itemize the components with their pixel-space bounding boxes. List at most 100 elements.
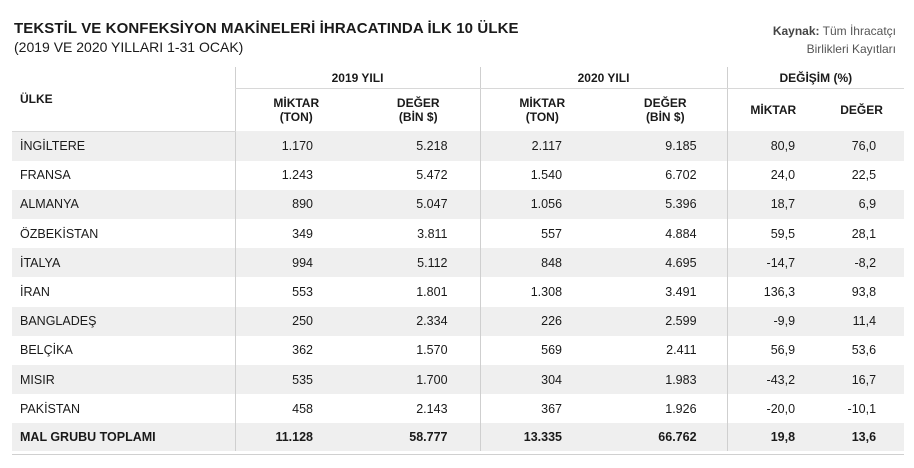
deger-2020-cell: 1.926 bbox=[604, 394, 728, 424]
col-header-deger-2019: DEĞER (BİN $) bbox=[396, 96, 440, 124]
change-deger-cell: 93,8 bbox=[819, 277, 905, 307]
country-cell: BELÇİKA bbox=[12, 335, 235, 365]
country-cell: İNGİLTERE bbox=[12, 131, 235, 161]
table-row: BELÇİKA 362 1.570 569 2.411 56,9 53,6 bbox=[12, 335, 905, 365]
country-cell: İTALYA bbox=[12, 248, 235, 278]
deger-2019-cell: 2.143 bbox=[357, 394, 481, 424]
deger-2020-cell: 3.491 bbox=[604, 277, 728, 307]
page-subtitle: (2019 VE 2020 YILLARI 1-31 OCAK) bbox=[14, 39, 244, 55]
change-deger-cell: 22,5 bbox=[819, 160, 905, 190]
miktar-2019-cell: 362 bbox=[234, 335, 357, 365]
miktar-2020-cell: 848 bbox=[479, 248, 605, 278]
change-miktar-cell: 80,9 bbox=[726, 131, 820, 161]
miktar-2019-cell: 1.243 bbox=[234, 160, 357, 190]
change-miktar-cell: 56,9 bbox=[726, 335, 820, 365]
group-header-2020: 2020 YILI bbox=[479, 67, 728, 89]
change-miktar-cell: 59,5 bbox=[726, 219, 820, 249]
total-deger-2020: 66.762 bbox=[604, 423, 728, 452]
total-deger-2019: 58.777 bbox=[357, 423, 481, 452]
miktar-2019-cell: 458 bbox=[234, 394, 357, 424]
country-cell: FRANSA bbox=[12, 160, 235, 190]
country-cell: ALMANYA bbox=[12, 189, 235, 220]
miktar-2020-cell: 1.308 bbox=[479, 277, 605, 307]
change-deger-cell: -10,1 bbox=[819, 394, 905, 424]
deger-2019-cell: 2.334 bbox=[357, 306, 481, 336]
col-header-deger-change: DEĞER bbox=[840, 103, 883, 117]
col-header-deger-2020: DEĞER (BİN $) bbox=[643, 96, 687, 124]
change-deger-cell: 16,7 bbox=[819, 365, 905, 395]
miktar-2019-cell: 349 bbox=[234, 219, 357, 249]
change-deger-cell: -8,2 bbox=[819, 248, 905, 278]
deger-2019-cell: 1.700 bbox=[357, 365, 481, 395]
miktar-2020-cell: 569 bbox=[479, 335, 605, 365]
change-deger-cell: 76,0 bbox=[819, 131, 905, 161]
total-label: MAL GRUBU TOPLAMI bbox=[12, 423, 235, 452]
table-row: PAKİSTAN 458 2.143 367 1.926 -20,0 -10,1 bbox=[12, 394, 905, 424]
country-cell: ÖZBEKİSTAN bbox=[12, 219, 235, 249]
change-miktar-cell: -20,0 bbox=[726, 394, 820, 424]
miktar-2019-cell: 994 bbox=[234, 248, 357, 278]
table-row: ÖZBEKİSTAN 349 3.811 557 4.884 59,5 28,1 bbox=[12, 219, 905, 249]
total-miktar-2020: 13.335 bbox=[479, 423, 605, 452]
deger-2019-cell: 5.112 bbox=[357, 248, 481, 278]
source-line-1: Tüm İhracatçı bbox=[822, 24, 896, 38]
miktar-2020-cell: 2.117 bbox=[479, 131, 605, 161]
change-miktar-cell: 18,7 bbox=[726, 189, 820, 220]
change-deger-cell: 11,4 bbox=[819, 306, 905, 336]
miktar-2019-cell: 1.170 bbox=[234, 131, 357, 161]
country-cell: MISIR bbox=[12, 365, 235, 395]
table-row: ALMANYA 890 5.047 1.056 5.396 18,7 6,9 bbox=[12, 189, 905, 220]
total-change-miktar: 19,8 bbox=[726, 423, 820, 452]
bottom-divider bbox=[12, 454, 904, 455]
table-row: MISIR 535 1.700 304 1.983 -43,2 16,7 bbox=[12, 365, 905, 395]
table-row: İNGİLTERE 1.170 5.218 2.117 9.185 80,9 7… bbox=[12, 131, 905, 161]
group-header-change: DEĞİŞİM (%) bbox=[726, 67, 905, 89]
deger-2020-cell: 2.599 bbox=[604, 306, 728, 336]
deger-2019-cell: 5.047 bbox=[357, 189, 481, 220]
country-cell: PAKİSTAN bbox=[12, 394, 235, 424]
miktar-2019-cell: 553 bbox=[234, 277, 357, 307]
deger-2019-cell: 1.801 bbox=[357, 277, 481, 307]
change-miktar-cell: -14,7 bbox=[726, 248, 820, 278]
deger-2020-cell: 4.884 bbox=[604, 219, 728, 249]
deger-2020-cell: 6.702 bbox=[604, 160, 728, 190]
change-deger-cell: 53,6 bbox=[819, 335, 905, 365]
col-header-miktar-2020: MİKTAR (TON) bbox=[479, 88, 605, 131]
total-row: MAL GRUBU TOPLAMI 11.128 58.777 13.335 6… bbox=[12, 423, 905, 452]
miktar-2019-cell: 535 bbox=[234, 365, 357, 395]
total-change-deger: 13,6 bbox=[819, 423, 905, 452]
group-header-2019: 2019 YILI bbox=[234, 67, 481, 89]
change-miktar-cell: 24,0 bbox=[726, 160, 820, 190]
country-cell: BANGLADEŞ bbox=[12, 306, 235, 336]
country-column-header: ÜLKE bbox=[12, 67, 235, 132]
table-row: BANGLADEŞ 250 2.334 226 2.599 -9,9 11,4 bbox=[12, 306, 905, 336]
table-row: İRAN 553 1.801 1.308 3.491 136,3 93,8 bbox=[12, 277, 905, 307]
source-note: Kaynak: Tüm İhracatçı Birlikleri Kayıtla… bbox=[773, 22, 896, 58]
change-miktar-cell: -43,2 bbox=[726, 365, 820, 395]
change-deger-cell: 28,1 bbox=[819, 219, 905, 249]
miktar-2020-cell: 557 bbox=[479, 219, 605, 249]
miktar-2020-cell: 304 bbox=[479, 365, 605, 395]
deger-2020-cell: 4.695 bbox=[604, 248, 728, 278]
deger-2019-cell: 1.570 bbox=[357, 335, 481, 365]
miktar-2020-cell: 1.056 bbox=[479, 189, 605, 220]
table-row: FRANSA 1.243 5.472 1.540 6.702 24,0 22,5 bbox=[12, 160, 905, 190]
deger-2020-cell: 5.396 bbox=[604, 189, 728, 220]
deger-2020-cell: 9.185 bbox=[604, 131, 728, 161]
miktar-2019-cell: 890 bbox=[234, 189, 357, 220]
deger-2019-cell: 3.811 bbox=[357, 219, 481, 249]
table-row: İTALYA 994 5.112 848 4.695 -14,7 -8,2 bbox=[12, 248, 905, 278]
change-miktar-cell: -9,9 bbox=[726, 306, 820, 336]
total-miktar-2019: 11.128 bbox=[234, 423, 357, 452]
source-line-2: Birlikleri Kayıtları bbox=[806, 42, 896, 56]
deger-2020-cell: 1.983 bbox=[604, 365, 728, 395]
col-header-miktar-change: MİKTAR bbox=[726, 88, 820, 131]
page-title: TEKSTİL VE KONFEKSİYON MAKİNELERİ İHRACA… bbox=[14, 20, 519, 37]
deger-2019-cell: 5.472 bbox=[357, 160, 481, 190]
miktar-2019-cell: 250 bbox=[234, 306, 357, 336]
export-data-table: ÜLKE 2019 YILI 2020 YILI DEĞİŞİM (%) MİK… bbox=[12, 67, 905, 452]
miktar-2020-cell: 1.540 bbox=[479, 160, 605, 190]
col-header-miktar-2019: MİKTAR (TON) bbox=[234, 88, 357, 131]
deger-2020-cell: 2.411 bbox=[604, 335, 728, 365]
